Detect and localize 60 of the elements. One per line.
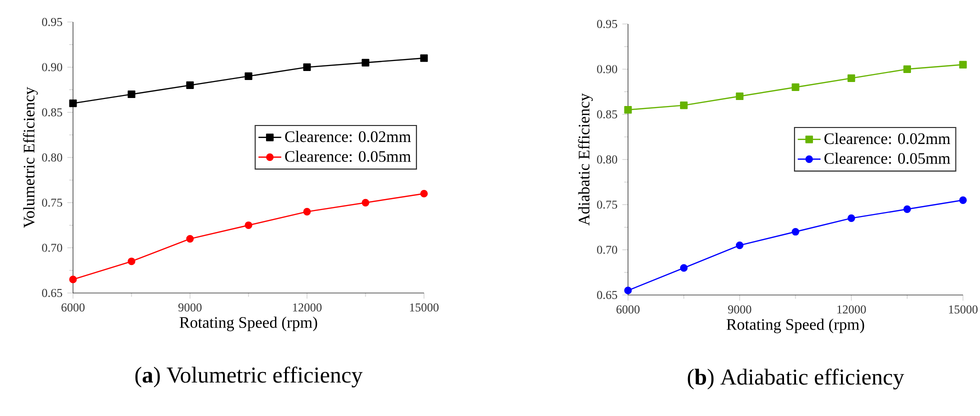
x-tick-label: 6000 [616,305,640,314]
point [792,228,800,236]
legend-label: Clearence: 0.02mm [285,130,411,142]
point [420,190,428,198]
point [959,60,967,68]
legend-label: Clearence: 0.05mm [824,152,950,164]
legend-label: Clearence: 0.02mm [824,132,950,144]
y-tick-label: 0.70 [42,244,62,252]
point [303,63,311,71]
point [736,92,744,100]
text: (b) Adiabatic efficiency [688,368,904,390]
point [128,258,136,266]
point [362,58,370,66]
y-tick-label: 0.95 [42,18,62,26]
point [186,81,194,90]
point [69,276,77,284]
text: (a) Volumetric efficiency [135,366,363,388]
legend-label: Clearence: 0.05mm [285,150,411,162]
point [848,214,856,222]
y-tick-label: 0.80 [42,153,62,162]
y-tick-label: 0.80 [597,155,618,164]
x-tick-label: 9000 [178,303,202,312]
point [69,99,77,108]
y-tick-label: 0.85 [42,108,62,116]
y-tick-label: 0.90 [597,65,618,74]
y-tick-label: 0.95 [597,20,618,28]
point [680,264,688,272]
x-tick-label: 15000 [949,305,978,314]
y-tick-label: 0.70 [597,246,618,254]
point [680,101,688,110]
x-axis-title: Rotating Speed (rpm) [726,318,864,334]
y-tick-label: 0.90 [42,63,62,72]
point [959,196,967,204]
y-tick-label: 0.65 [597,290,618,300]
x-tick-label: 15000 [410,303,439,312]
point [903,65,911,73]
x-tick-label: 12000 [293,303,322,312]
point [903,205,911,213]
point [624,286,632,294]
point [736,242,744,250]
point [244,72,252,80]
y-axis-title: Volumetric Efficiency [23,86,38,228]
y-axis-title: Adiabatic Efficiency [578,93,593,226]
x-tick-label: 9000 [728,305,752,314]
y-tick-label: 0.75 [42,198,62,207]
point [792,83,800,92]
point [848,74,856,82]
point [186,234,194,243]
point [244,221,252,230]
x-tick-label: 12000 [837,305,866,314]
point [128,90,136,98]
y-tick-label: 0.75 [597,200,618,209]
point [624,106,632,114]
y-tick-label: 0.85 [597,110,618,118]
point [362,198,370,206]
x-axis-title: Rotating Speed (rpm) [180,316,318,332]
x-tick-label: 6000 [62,303,85,312]
point [303,208,311,216]
point [420,54,428,62]
y-tick-label: 0.65 [42,288,62,298]
